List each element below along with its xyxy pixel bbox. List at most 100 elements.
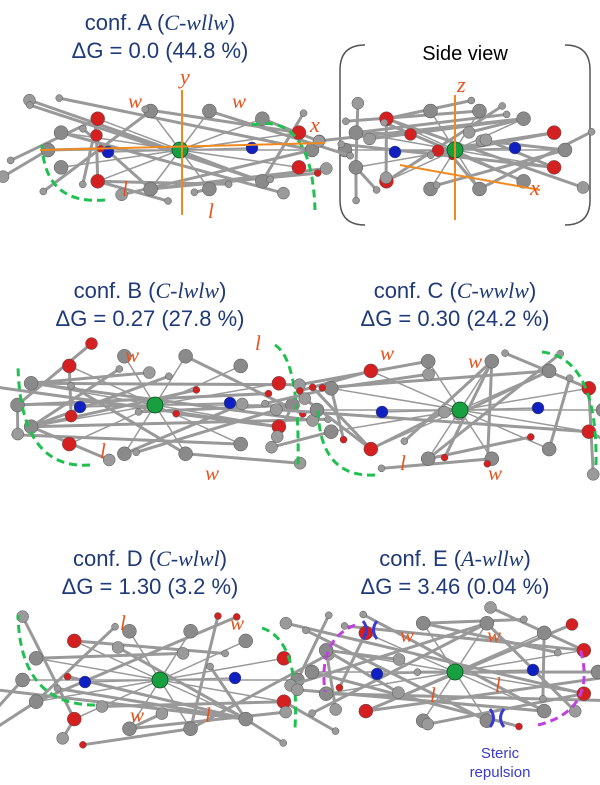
steric-note: repulsion: [470, 764, 531, 781]
atom: [472, 104, 486, 118]
atom: [371, 668, 383, 680]
atom: [332, 728, 339, 735]
atom: [207, 663, 214, 670]
atom: [353, 197, 360, 204]
atom: [484, 601, 496, 613]
atom: [336, 684, 343, 691]
title-part: ): [220, 546, 227, 571]
metal-atom: [447, 664, 463, 680]
atom: [294, 457, 306, 469]
energy: ΔG = 0.30 (24.2 %): [361, 306, 550, 331]
atom: [542, 364, 556, 378]
atom: [542, 442, 556, 456]
loop-label: w: [400, 623, 414, 647]
atom: [359, 704, 373, 718]
atom: [401, 438, 408, 445]
atom: [405, 128, 417, 140]
metal-atom: [152, 672, 168, 688]
title-part: A-wllw: [459, 546, 524, 571]
atom: [480, 134, 492, 146]
atom: [314, 170, 321, 177]
atom: [352, 97, 364, 109]
molecules: [0, 90, 600, 748]
atom: [165, 198, 172, 205]
loop-label: l: [495, 673, 501, 697]
atom: [305, 665, 319, 679]
atom: [596, 403, 600, 417]
loop-label: w: [487, 623, 501, 647]
atom: [133, 449, 140, 456]
title-part: ): [219, 278, 226, 303]
atom: [422, 718, 434, 730]
atom: [376, 406, 388, 418]
atom: [547, 160, 561, 174]
atom: [299, 393, 311, 405]
atom: [90, 129, 102, 141]
atom: [54, 160, 68, 174]
loop-label: l: [255, 331, 261, 355]
atom: [302, 627, 309, 634]
atom: [234, 359, 248, 373]
metal-atom: [172, 142, 188, 158]
atom: [91, 112, 105, 126]
atom: [143, 367, 155, 379]
atom: [378, 465, 385, 472]
atom: [416, 616, 430, 630]
atom: [499, 102, 506, 109]
atom: [433, 182, 440, 189]
atom: [324, 425, 338, 439]
axis-label: y: [178, 64, 190, 89]
loop-label: l: [100, 439, 106, 463]
figure: zxSide viewconf. A (C-wllw)ΔG = 0.0 (44.…: [0, 0, 600, 785]
atom: [79, 676, 91, 688]
atom: [577, 687, 591, 701]
atom: [177, 647, 189, 659]
loop-label: l: [120, 611, 126, 635]
atom: [325, 612, 332, 619]
atom: [116, 366, 123, 373]
atom: [364, 133, 376, 145]
atom: [85, 338, 97, 350]
atom: [291, 684, 303, 696]
atom: [239, 712, 253, 726]
bond: [382, 459, 492, 469]
metal-atom: [452, 402, 468, 418]
atom: [340, 436, 347, 443]
side-view-title: Side view: [422, 43, 508, 65]
loop-label: l: [122, 177, 128, 201]
loop-label: w: [380, 341, 394, 365]
atom: [463, 126, 475, 138]
atom: [342, 118, 349, 125]
atom: [472, 182, 486, 196]
atom: [74, 401, 86, 413]
atom: [265, 390, 272, 397]
title-part: C-wwlw: [457, 278, 529, 303]
title-part: C-wlwl: [156, 546, 220, 571]
atom: [421, 452, 435, 466]
title-part: C-lwlw: [156, 278, 220, 303]
atom: [438, 406, 450, 418]
bond: [69, 366, 71, 416]
atom: [202, 182, 216, 196]
atom: [79, 741, 86, 748]
atom: [309, 710, 316, 717]
bond: [160, 658, 284, 680]
atom: [554, 649, 561, 656]
loop-label: w: [232, 89, 246, 113]
atom: [341, 622, 348, 629]
metal-atom: [147, 397, 163, 413]
bond: [186, 454, 300, 463]
bond: [549, 378, 570, 449]
atom: [421, 354, 435, 368]
molecule: [0, 338, 332, 470]
atom: [292, 126, 306, 140]
axis-label: x: [529, 175, 540, 200]
title-part: ): [529, 278, 536, 303]
atom: [112, 641, 124, 653]
atom: [272, 376, 286, 390]
conformer-title: conf. C (C-wwlw): [374, 278, 537, 303]
bond: [83, 729, 191, 745]
atom: [266, 441, 278, 453]
atom: [503, 111, 510, 118]
bond: [543, 633, 544, 699]
